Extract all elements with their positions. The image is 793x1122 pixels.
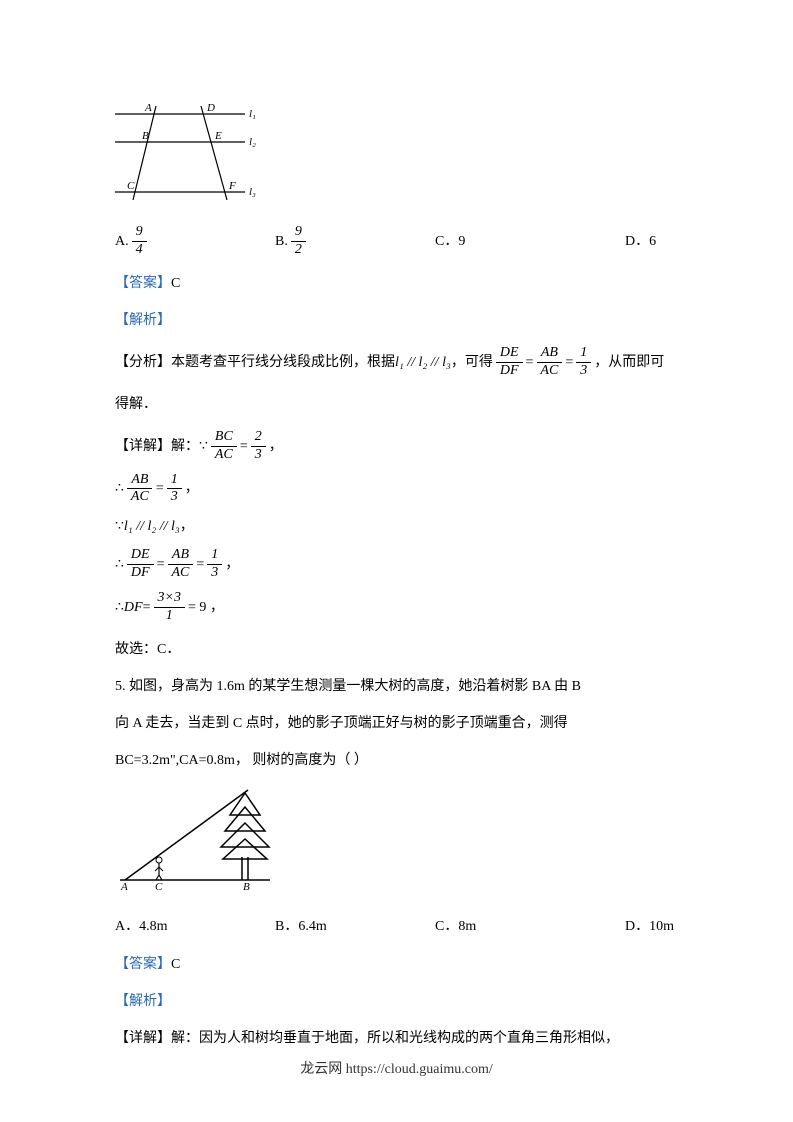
page-footer: 龙云网 https://cloud.guaimu.com/ <box>0 1057 793 1082</box>
q5-answer-label: 【答案】 <box>115 957 171 972</box>
q5-line3: BC=3.2m",CA=0.8m， 则树的高度为（ ） <box>115 748 678 773</box>
q4-analysis-line2: 得解． <box>115 392 678 417</box>
q4-step4: ∴ DE DF = AB AC = 1 3 ， <box>115 547 678 582</box>
analysis-text1: 本题考查平行线分线段成比例，根据 <box>171 350 395 375</box>
q5-detail: 【详解】解：因为人和树均垂直于地面，所以和光线构成的两个直角三角形相似， <box>115 1026 678 1051</box>
svg-text:l₁: l₁ <box>249 108 256 120</box>
q5-analysis-label: 【解析】 <box>115 989 678 1014</box>
option-c: C． 9 <box>435 229 625 254</box>
analysis-frac3: 1 3 <box>576 345 591 380</box>
option-a-label: A. <box>115 229 129 254</box>
q4-answer: 【答案】C <box>115 271 678 296</box>
step4-frac1: DE DF <box>127 547 154 582</box>
because: ∵ <box>199 434 208 459</box>
parallel-lines-diagram: A B C D E F l₁ l₂ l₃ <box>115 100 678 209</box>
step1-frac2: 2 3 <box>251 429 266 464</box>
svg-text:C: C <box>155 881 163 890</box>
option-c-label: C． <box>435 229 458 254</box>
step2-frac1: AB AC <box>127 472 153 507</box>
tree-shadow-diagram: A C B <box>115 785 678 899</box>
svg-text:A: A <box>144 102 152 114</box>
analysis-text3: ，从而即可 <box>594 350 664 375</box>
step1-frac1: BC AC <box>211 429 237 464</box>
option-a-frac: 9 4 <box>132 224 147 259</box>
q5-answer: 【答案】C <box>115 952 678 977</box>
step2-frac2: 1 3 <box>167 472 182 507</box>
option-b-frac: 9 2 <box>291 224 306 259</box>
step5-frac: 3×3 1 <box>154 590 185 625</box>
q4-step1: 【详解】解： ∵ BC AC = 2 3 ， <box>115 429 678 464</box>
analysis-parallel: l₁ // l₂ // l₃ <box>395 350 451 375</box>
q4-step5: ∴ DF = 3×3 1 = 9 ， <box>115 590 678 625</box>
svg-text:B: B <box>142 130 149 142</box>
q5-options: A． 4.8m B． 6.4m C． 8m D． 10m <box>115 914 678 939</box>
step4-frac2: AB AC <box>168 547 194 582</box>
option-c-value: 9 <box>458 229 465 254</box>
q5-line2: 向 A 走去，当走到 C 点时，她的影子顶端正好与树的影子顶端重合，测得 <box>115 711 678 736</box>
analysis-frac1: DE DF <box>496 345 523 380</box>
q5-option-c: C． 8m <box>435 914 625 939</box>
option-d-value: 6 <box>649 229 656 254</box>
option-a: A. 9 4 <box>115 224 275 259</box>
svg-text:E: E <box>214 130 222 142</box>
option-b: B. 9 2 <box>275 224 435 259</box>
q5-answer-value: C <box>171 957 180 972</box>
svg-text:C: C <box>127 180 135 192</box>
q5-option-b: B． 6.4m <box>275 914 435 939</box>
q4-step2: ∴ AB AC = 1 3 ， <box>115 472 678 507</box>
eq1: = <box>526 350 534 375</box>
q4-step3: ∵ l₁ // l₂ // l₃ ， <box>115 514 678 539</box>
analysis-text2: ，可得 <box>451 350 493 375</box>
q4-conclusion: 故选：C． <box>115 637 678 662</box>
q5-option-d: D． 10m <box>625 914 674 939</box>
eq2: = <box>565 350 573 375</box>
svg-text:A: A <box>120 881 128 890</box>
option-d: D． 6 <box>625 229 656 254</box>
q5-option-a: A． 4.8m <box>115 914 275 939</box>
detail-label: 【详解】解： <box>115 434 199 459</box>
svg-text:F: F <box>228 180 236 192</box>
option-d-label: D． <box>625 229 649 254</box>
q5-line1: 5. 如图，身高为 1.6m 的某学生想测量一棵大树的高度，她沿着树影 BA 由… <box>115 674 678 699</box>
svg-text:l₃: l₃ <box>249 186 256 198</box>
svg-text:l₂: l₂ <box>249 136 256 148</box>
q4-analysis-line1: 【分析】 本题考查平行线分线段成比例，根据 l₁ // l₂ // l₃ ，可得… <box>115 345 678 380</box>
q4-analysis-label: 【解析】 <box>115 308 678 333</box>
answer-label: 【答案】 <box>115 276 171 291</box>
answer-value: C <box>171 276 180 291</box>
step4-frac3: 1 3 <box>207 547 222 582</box>
svg-text:D: D <box>206 102 215 114</box>
q4-options: A. 9 4 B. 9 2 C． 9 D． 6 <box>115 224 678 259</box>
svg-text:B: B <box>243 881 250 890</box>
option-b-label: B. <box>275 229 288 254</box>
analysis-label: 【分析】 <box>115 350 171 375</box>
analysis-frac2: AB AC <box>536 345 562 380</box>
